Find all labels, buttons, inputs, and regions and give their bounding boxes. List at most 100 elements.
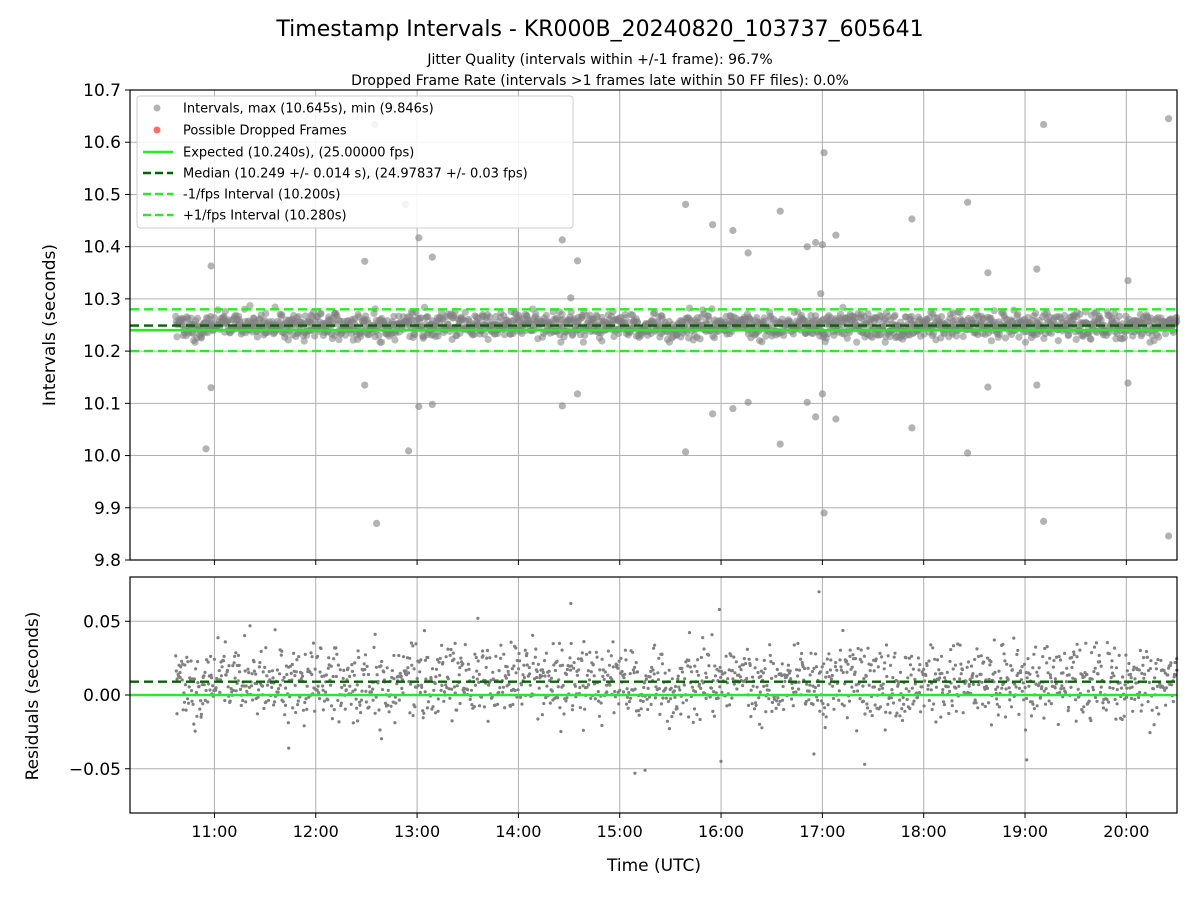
residual-point xyxy=(1025,676,1029,680)
residual-point xyxy=(623,648,628,652)
residual-point xyxy=(617,702,621,706)
residual-point xyxy=(924,673,928,678)
residual-point xyxy=(867,683,871,687)
residual-point xyxy=(281,700,285,704)
residual-point xyxy=(203,670,207,675)
residual-point xyxy=(363,667,367,672)
top-y-tick-label: 10.4 xyxy=(83,238,121,258)
residual-point xyxy=(470,703,474,707)
residual-point xyxy=(644,674,648,678)
residual-point xyxy=(400,686,404,691)
residual-point xyxy=(276,690,280,694)
residual-point xyxy=(910,654,914,658)
residual-point xyxy=(665,719,670,723)
interval-point xyxy=(930,329,938,337)
residual-point xyxy=(865,706,870,710)
residual-point xyxy=(174,654,178,658)
residual-point xyxy=(775,699,779,703)
residual-point xyxy=(931,646,935,650)
residual-point xyxy=(501,690,505,694)
top-y-tick-label: 10.5 xyxy=(83,185,121,205)
residual-point xyxy=(499,656,503,661)
residual-point xyxy=(790,686,795,690)
residual-point xyxy=(562,712,566,716)
residual-point xyxy=(1020,689,1024,693)
residual-point xyxy=(1112,674,1116,678)
residual-point xyxy=(1139,709,1143,713)
residual-point xyxy=(424,677,428,681)
residual-point xyxy=(550,689,554,693)
top-y-tick-label: 10.6 xyxy=(83,133,121,153)
residual-point xyxy=(336,698,340,703)
residual-point xyxy=(1107,700,1111,704)
residual-point xyxy=(732,655,736,659)
residual-point xyxy=(275,668,279,672)
interval-point xyxy=(461,308,469,316)
residual-point xyxy=(439,688,443,693)
residual-point xyxy=(1067,705,1071,710)
residual-point xyxy=(839,665,843,669)
residual-point xyxy=(654,685,658,689)
residual-point xyxy=(438,656,442,660)
residual-point xyxy=(751,684,755,688)
residual-point xyxy=(885,674,889,679)
residual-point xyxy=(868,709,872,713)
residual-point xyxy=(497,669,501,673)
residual-point xyxy=(892,655,896,659)
residual-point xyxy=(783,679,787,684)
residual-point xyxy=(1019,670,1023,675)
residual-point xyxy=(637,713,641,717)
residual-point xyxy=(904,687,908,691)
residual-point xyxy=(596,690,600,694)
residual-point xyxy=(446,677,450,681)
residual-point xyxy=(734,660,738,664)
residual-point xyxy=(829,677,834,681)
residual-point xyxy=(633,687,637,691)
residual-point xyxy=(560,648,564,652)
interval-point xyxy=(685,304,694,312)
residual-point xyxy=(952,677,956,681)
residual-point xyxy=(339,704,343,708)
residual-point xyxy=(1171,699,1175,704)
interval-point xyxy=(1155,333,1163,341)
residual-point xyxy=(1164,686,1168,690)
residual-point xyxy=(864,674,868,678)
residual-point xyxy=(761,671,766,675)
residual-point xyxy=(239,703,243,708)
residual-point xyxy=(834,661,838,665)
residual-point xyxy=(371,687,375,691)
residual-point xyxy=(872,685,877,689)
interval-point xyxy=(959,332,967,341)
residual-point xyxy=(540,713,545,717)
residual-point xyxy=(956,642,960,646)
residual-point xyxy=(729,654,733,658)
residual-point xyxy=(514,646,518,650)
residual-point xyxy=(283,703,288,708)
interval-point xyxy=(375,331,383,340)
interval-point xyxy=(377,338,386,346)
residual-point xyxy=(627,700,632,704)
residual-point xyxy=(1098,690,1103,695)
residual-point xyxy=(196,660,200,664)
residual-point xyxy=(481,649,485,653)
residual-point xyxy=(1163,688,1167,693)
residual-point xyxy=(236,679,240,683)
residual-point xyxy=(631,650,635,654)
residual-point xyxy=(535,675,539,680)
residual-point xyxy=(730,669,735,673)
interval-point xyxy=(558,310,566,318)
residual-point xyxy=(186,660,190,664)
residual-point xyxy=(174,669,178,673)
residual-point xyxy=(699,686,703,691)
residual-point xyxy=(559,729,563,734)
residual-point xyxy=(653,643,657,647)
residual-point xyxy=(1036,684,1040,688)
residual-point xyxy=(293,683,297,688)
residual-point xyxy=(264,700,268,704)
residual-point xyxy=(485,648,490,653)
residual-point xyxy=(746,703,751,708)
residual-point xyxy=(326,666,330,670)
residual-point xyxy=(425,706,429,710)
residual-point xyxy=(330,717,334,721)
residual-point xyxy=(1049,676,1053,680)
